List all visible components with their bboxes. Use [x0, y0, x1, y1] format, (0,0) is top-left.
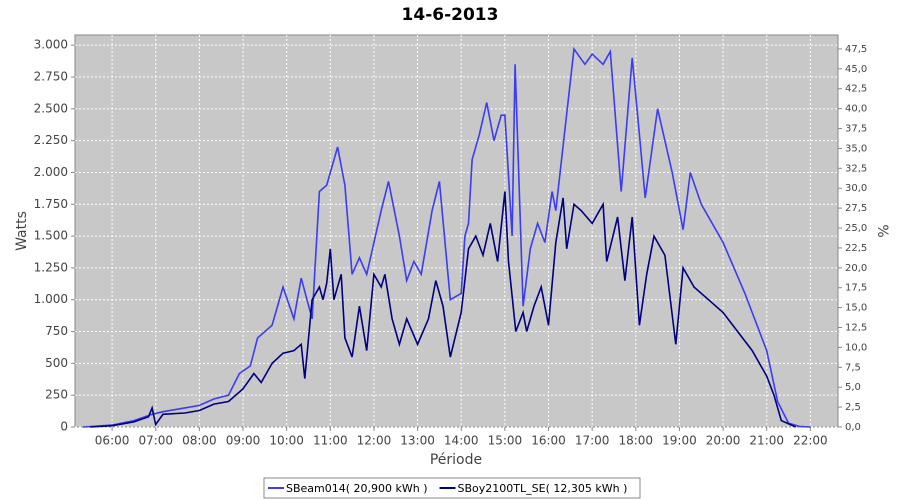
- x-tick-label: 21:00: [749, 434, 784, 448]
- y2-tick-label: 2,5: [845, 402, 861, 413]
- y-tick-label: 2.750: [34, 70, 68, 84]
- x-tick-label: 20:00: [706, 434, 741, 448]
- y2-tick-label: 5,0: [845, 382, 861, 393]
- x-tick-label: 15:00: [488, 434, 523, 448]
- legend-label: SBeam014( 20,900 kWh ): [286, 482, 428, 495]
- y2-tick-label: 40,0: [845, 104, 867, 115]
- x-tick-label: 13:00: [400, 434, 435, 448]
- x-tick-label: 17:00: [575, 434, 610, 448]
- y2-axis-label: %: [874, 224, 890, 237]
- y2-tick-label: 0,0: [845, 422, 861, 433]
- x-tick-label: 12:00: [357, 434, 392, 448]
- y2-tick-label: 37,5: [845, 124, 867, 135]
- plot-area: [74, 34, 839, 428]
- x-tick-label: 07:00: [138, 434, 173, 448]
- y-tick-label: 1.500: [34, 229, 68, 243]
- legend-label: SBoy2100TL_SE( 12,305 kWh ): [458, 482, 628, 495]
- x-tick-label: 18:00: [618, 434, 653, 448]
- y2-tick-label: 35,0: [845, 143, 867, 154]
- x-tick-label: 22:00: [793, 434, 828, 448]
- y2-tick-label: 12,5: [845, 323, 867, 334]
- y-tick-label: 0: [60, 420, 68, 434]
- y-tick-label: 1.000: [34, 292, 68, 306]
- series-line: [82, 46, 811, 428]
- chart-title: 14-6-2013: [402, 5, 499, 25]
- x-tick-label: 08:00: [182, 434, 217, 448]
- y-tick-label: 250: [45, 388, 68, 402]
- y2-tick-label: 10,0: [845, 342, 867, 353]
- y2-tick-label: 20,0: [845, 263, 867, 274]
- y-tick-label: 2.250: [34, 133, 68, 147]
- x-tick-label: 09:00: [226, 434, 261, 448]
- y2-tick-label: 27,5: [845, 203, 867, 214]
- y-tick-label: 2.500: [34, 101, 68, 115]
- y-tick-label: 2.000: [34, 165, 68, 179]
- y2-tick-label: 45,0: [845, 64, 867, 75]
- y-tick-label: 750: [45, 324, 68, 338]
- y2-tick-label: 47,5: [845, 44, 867, 55]
- x-axis-label: Période: [430, 452, 482, 468]
- x-tick-label: 06:00: [95, 434, 130, 448]
- y2-tick-label: 42,5: [845, 84, 867, 95]
- y2-tick-label: 25,0: [845, 223, 867, 234]
- y2-tick-label: 30,0: [845, 183, 867, 194]
- x-tick-label: 16:00: [531, 434, 566, 448]
- y2-tick-label: 15,0: [845, 303, 867, 314]
- y-tick-label: 500: [45, 356, 68, 370]
- x-tick-label: 10:00: [269, 434, 304, 448]
- x-tick-label: 19:00: [662, 434, 697, 448]
- x-tick-label: 14:00: [444, 434, 479, 448]
- x-tick-label: 11:00: [313, 434, 348, 448]
- y-tick-label: 1.250: [34, 260, 68, 274]
- y2-tick-label: 7,5: [845, 362, 861, 373]
- y2-tick-label: 32,5: [845, 163, 867, 174]
- y-axis-label: Watts: [14, 211, 30, 251]
- y-tick-label: 3.000: [34, 38, 68, 52]
- y-tick-label: 1.750: [34, 197, 68, 211]
- y2-tick-label: 17,5: [845, 283, 867, 294]
- y2-tick-label: 22,5: [845, 243, 867, 254]
- series-line: [90, 191, 797, 428]
